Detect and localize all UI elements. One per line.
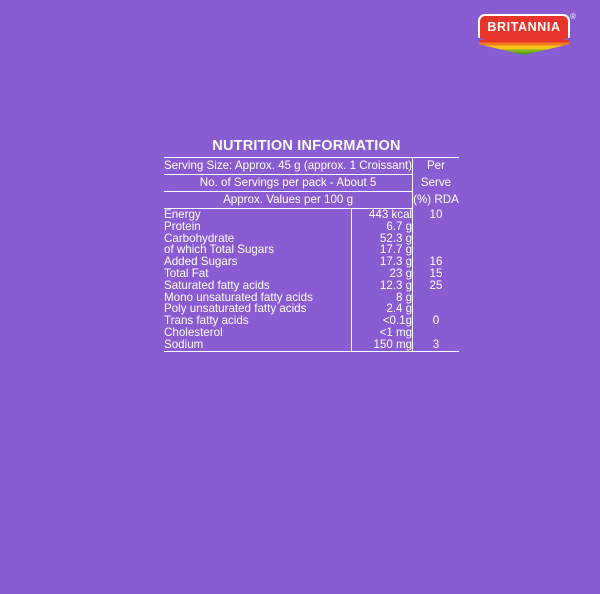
table-row: Mono unsaturated fatty acids 8 g — [164, 290, 459, 304]
nutrient-value: 2.4 g — [351, 303, 413, 316]
nutrient-value: 8 g — [351, 291, 413, 304]
table-row: Trans fatty acids <0.1g 0 — [164, 314, 459, 328]
per-serve-line-2: Serve — [420, 175, 452, 189]
table-row-values-basis: Approx. Values per 100 g — [164, 191, 459, 209]
nutrient-rda — [412, 232, 459, 245]
nutrient-value: 17.3 g — [351, 256, 413, 268]
table-row: Added Sugars 17.3 g 16 — [164, 256, 459, 268]
nutrient-rda: 10 — [412, 208, 459, 221]
per-serve-rda-header: Per Serve (%) RDA — [412, 157, 459, 209]
nutrient-rda — [412, 220, 459, 233]
nutrient-name: Mono unsaturated fatty acids — [164, 290, 313, 304]
nutrient-value: 12.3 g — [351, 279, 413, 292]
nutrient-value: 443 kcal — [351, 208, 413, 221]
nutrient-value: <1 mg — [351, 327, 413, 339]
table-row: Protein 6.7 g — [164, 219, 459, 233]
nutrient-name: of which Total Sugars — [164, 243, 274, 257]
nutrient-name: Carbohydrate — [164, 231, 235, 245]
logo-swoosh-icon — [479, 40, 569, 55]
nutrient-rda: 15 — [412, 268, 459, 280]
servings-per-pack-label: No. of Servings per pack - About 5 — [164, 174, 413, 192]
nutrient-value: 150 mg — [351, 338, 413, 352]
nutrient-value: 23 g — [351, 268, 413, 280]
serving-size-label: Serving Size: Approx. 45 g (approx. 1 Cr… — [164, 157, 413, 175]
table-row: Poly unsaturated fatty acids 2.4 g — [164, 302, 459, 316]
nutrient-name: Protein — [164, 219, 201, 233]
nutrient-name: Cholesterol — [164, 326, 223, 340]
logo-wordmark: BRITANNIA — [487, 20, 561, 34]
table-row: Total Fat 23 g 15 — [164, 268, 459, 280]
nutrient-name: Added Sugars — [164, 255, 238, 269]
nutrient-rda: 0 — [412, 315, 459, 328]
nutrition-table-body: Serving Size: Approx. 45 g (approx. 1 Cr… — [164, 157, 459, 352]
nutrient-name: Energy — [164, 207, 201, 221]
nutrient-name: Trans fatty acids — [164, 314, 249, 328]
nutrient-value: 52.3 g — [351, 232, 413, 245]
panel-title: NUTRITION INFORMATION — [212, 138, 401, 154]
table-row: Cholesterol <1 mg — [164, 327, 459, 339]
nutrient-name: Poly unsaturated fatty acids — [164, 302, 307, 316]
table-row: Energy 443 kcal 10 — [164, 207, 459, 221]
table-row-servings-per-pack: No. of Servings per pack - About 5 — [164, 174, 459, 192]
registered-trademark-icon: ® — [570, 12, 576, 21]
table-row-serving-size: Serving Size: Approx. 45 g (approx. 1 Cr… — [164, 157, 459, 209]
table-row: Sodium 150 mg 3 — [164, 338, 459, 352]
nutrient-rda: 3 — [412, 338, 459, 352]
nutrition-information-panel: NUTRITION INFORMATION Serving Size: Appr… — [164, 138, 459, 352]
nutrient-name: Saturated fatty acids — [164, 278, 270, 292]
nutrient-rda — [412, 303, 459, 316]
values-basis-label: Approx. Values per 100 g — [164, 191, 413, 209]
britannia-logo: BRITANNIA ® — [478, 12, 576, 55]
nutrient-value: 17.7 g — [351, 244, 413, 257]
nutrient-rda — [412, 244, 459, 257]
nutrient-name: Total Fat — [164, 266, 209, 280]
nutrient-value: 6.7 g — [351, 220, 413, 233]
nutrient-rda — [412, 291, 459, 304]
per-serve-line-3: (%) RDA — [413, 192, 459, 206]
nutrient-rda — [412, 327, 459, 339]
nutrition-table: Serving Size: Approx. 45 g (approx. 1 Cr… — [164, 157, 459, 352]
nutrient-value: <0.1g — [351, 315, 413, 328]
table-row: of which Total Sugars 17.7 g — [164, 243, 459, 257]
table-row: Saturated fatty acids 12.3 g 25 — [164, 278, 459, 292]
per-serve-line-1: Per — [426, 159, 445, 172]
nutrient-rda: 16 — [412, 256, 459, 268]
nutrient-name: Sodium — [164, 338, 352, 352]
nutrient-rda: 25 — [412, 279, 459, 292]
table-row: Carbohydrate 52.3 g — [164, 231, 459, 245]
